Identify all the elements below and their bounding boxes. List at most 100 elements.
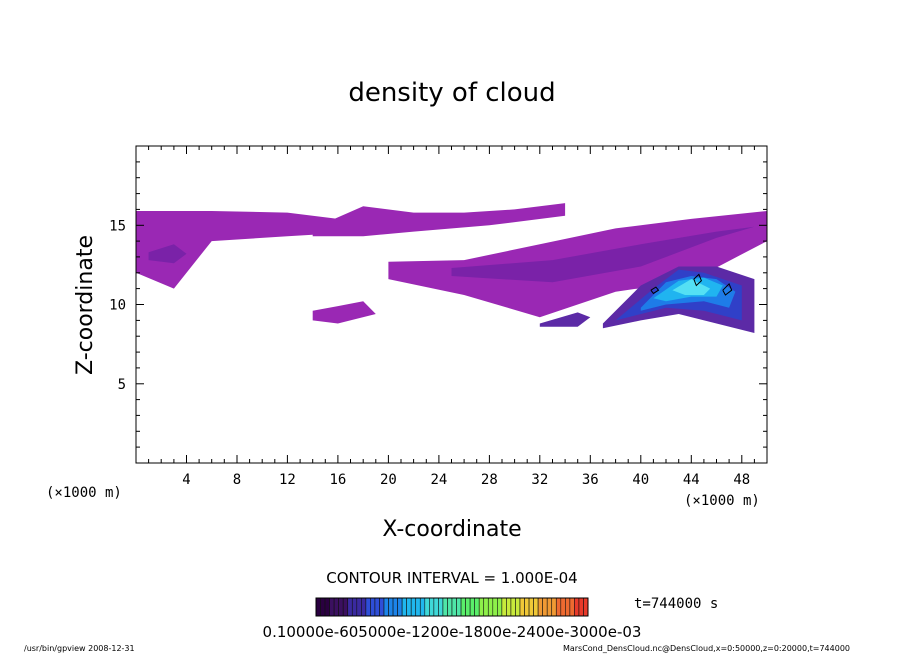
x-tick-label: 36 — [582, 472, 599, 488]
colorbar-cell — [460, 597, 466, 617]
footer-right: MarsCond_DensCloud.nc@DensCloud,x=0:5000… — [563, 644, 850, 653]
colorbar-cell — [419, 597, 426, 617]
colorbar-cell — [379, 597, 385, 617]
cloud-region-low_mid — [451, 226, 755, 283]
colorbar-cell — [315, 597, 321, 617]
colorbar-cell — [451, 597, 457, 617]
colorbar-cell — [370, 597, 376, 617]
colorbar-cell — [478, 597, 485, 617]
colorbar-cell — [551, 597, 557, 617]
colorbar-cell — [429, 597, 435, 617]
colorbar-cell — [583, 597, 589, 617]
cloud-region-mid — [539, 312, 591, 327]
axis-ticks — [136, 146, 767, 463]
cloud-region-peak — [672, 279, 711, 295]
y-tick-label: 5 — [118, 377, 126, 393]
colorbar-cell — [474, 597, 480, 617]
colorbar-cell — [542, 597, 548, 617]
x-tick-label: 40 — [632, 472, 649, 488]
colorbar-cell — [569, 597, 575, 617]
cloud-fields — [136, 203, 767, 333]
contour-interval-text: CONTOUR INTERVAL = 1.000E-04 — [326, 569, 577, 587]
x-tick-label: 44 — [683, 472, 700, 488]
cloud-region-low — [312, 203, 566, 237]
x-tick-label: 20 — [380, 472, 397, 488]
colorbar-cell — [465, 597, 471, 617]
colorbar-cell — [342, 597, 349, 617]
colorbar-cell — [392, 597, 398, 617]
chart-title: density of cloud — [348, 78, 555, 108]
x-tick-label: 48 — [733, 472, 750, 488]
colorbar-cell — [324, 597, 330, 617]
colorbar-cell — [487, 597, 494, 617]
y-tick-label: 15 — [109, 218, 126, 234]
x-unit-label: (×1000 m) — [684, 493, 760, 509]
y-axis-label: Z-coordinate — [73, 235, 98, 375]
x-tick-label: 4 — [182, 472, 190, 488]
colorbar-cell — [456, 597, 462, 617]
colorbar-cell — [388, 597, 394, 617]
colorbar-cell — [578, 597, 584, 617]
colorbar-cell — [574, 597, 580, 617]
contour-line — [722, 283, 733, 296]
colorbar-cell — [510, 597, 516, 617]
colorbar-cell — [347, 597, 353, 617]
colorbar-cell — [433, 597, 439, 617]
x-tick-label: 24 — [430, 472, 447, 488]
colorbar-cell — [401, 597, 407, 617]
y-tick-labels: 5 10 15 — [109, 218, 126, 393]
colorbar-cell — [329, 597, 335, 617]
colorbar-cell — [333, 597, 339, 617]
colorbar-cell — [397, 597, 403, 617]
colorbar-cell — [528, 597, 534, 617]
cloud-region-low — [136, 211, 338, 289]
colorbar-cell — [565, 597, 571, 617]
footer-left: /usr/bin/gpview 2008-12-31 — [24, 644, 135, 653]
colorbar-cell — [497, 597, 503, 617]
colorbar-cell — [447, 597, 453, 617]
colorbar-cell — [374, 597, 380, 617]
colorbar-cell — [519, 597, 525, 617]
colorbar-labels: 0.10000e-605000e-1200e-1800e-2400e-3000e… — [263, 623, 642, 641]
x-tick-label: 8 — [233, 472, 241, 488]
colorbar-cell — [515, 597, 521, 617]
colorbar-cell — [438, 597, 444, 617]
contour-line — [693, 273, 702, 287]
x-tick-label: 16 — [329, 472, 346, 488]
colorbar-cell — [415, 597, 421, 617]
contour-lines — [650, 273, 733, 296]
colorbar-cell — [406, 597, 412, 617]
colorbar-cell — [383, 597, 389, 617]
colorbar-cell — [469, 597, 475, 617]
x-axis-label: X-coordinate — [382, 517, 521, 542]
colorbar-cell — [361, 597, 367, 617]
colorbar-cell — [560, 597, 566, 617]
colorbar-cell — [492, 597, 498, 617]
cloud-region-low — [312, 301, 376, 324]
y-tick-label: 10 — [109, 298, 126, 314]
y-unit-label: (×1000 m) — [46, 485, 122, 501]
time-label: t=744000 s — [634, 596, 718, 612]
colorbar-cell — [537, 597, 543, 617]
cloud-region-low_mid — [148, 244, 187, 264]
x-tick-label: 28 — [481, 472, 498, 488]
colorbar-cell — [338, 597, 344, 617]
colorbar-cell — [351, 597, 358, 617]
colorbar-cell — [555, 597, 562, 617]
colorbar-cell — [320, 597, 326, 617]
x-tick-labels: 4 8 12 16 20 24 28 32 36 40 44 48 — [182, 472, 750, 488]
colorbar-cell — [483, 597, 489, 617]
colorbar — [315, 597, 589, 617]
contour-line — [650, 286, 660, 295]
colorbar-cell — [501, 597, 507, 617]
colorbar-cell — [410, 597, 417, 617]
colorbar-cell — [365, 597, 371, 617]
colorbar-cell — [533, 597, 539, 617]
colorbar-cell — [424, 597, 430, 617]
x-tick-label: 12 — [279, 472, 296, 488]
x-tick-label: 32 — [531, 472, 548, 488]
colorbar-frame — [315, 597, 589, 617]
colorbar-cell — [546, 597, 553, 617]
colorbar-cell — [442, 597, 448, 617]
